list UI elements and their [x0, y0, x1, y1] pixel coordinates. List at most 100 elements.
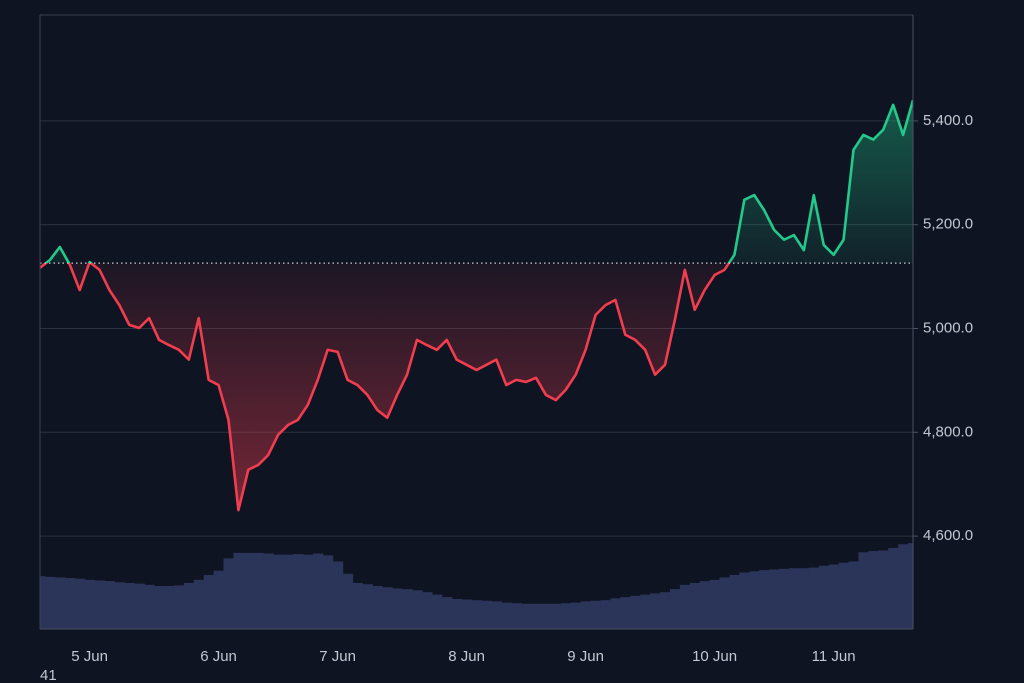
- volume-bar: [124, 582, 135, 629]
- volume-bar: [729, 574, 740, 629]
- volume-bar: [481, 600, 492, 629]
- volume-bar: [818, 565, 830, 629]
- volume-bar: [173, 585, 185, 629]
- volume-bar: [154, 586, 165, 629]
- volume-bar: [402, 589, 413, 629]
- x-tick-label: 9 Jun: [567, 648, 604, 665]
- volume-bar: [441, 597, 453, 629]
- y-tick-label: 5,400.0: [923, 112, 973, 129]
- volume-bar: [382, 587, 393, 629]
- volume-bar: [114, 582, 125, 629]
- volume-bar: [164, 586, 175, 629]
- volume-bar: [421, 592, 433, 629]
- volume-bar: [769, 569, 780, 629]
- volume-bar: [580, 601, 592, 629]
- volume-bar: [94, 580, 106, 629]
- volume-bar: [640, 594, 651, 629]
- x-tick-label: 11 Jun: [812, 648, 856, 665]
- volume-bar: [431, 594, 443, 629]
- baseline-area: [40, 100, 913, 511]
- y-tick-label: 4,600.0: [923, 527, 973, 544]
- volume-bar: [590, 600, 602, 629]
- volume-bar: [550, 603, 562, 629]
- volume-bar: [54, 577, 66, 629]
- y-tick-label: 4,800.0: [923, 423, 973, 440]
- volume-bar: [471, 600, 483, 629]
- volume-bar: [362, 584, 373, 629]
- volume-bar: [183, 582, 195, 629]
- volume-bar: [501, 602, 512, 629]
- volume-bar: [540, 603, 552, 629]
- volume-bar: [273, 554, 284, 629]
- volume-bar: [74, 578, 86, 629]
- volume-bar: [64, 578, 76, 629]
- y-tick-label: 5,000.0: [923, 319, 973, 336]
- volume-bar: [709, 579, 721, 629]
- volume-bar: [134, 583, 145, 629]
- volume-bar: [898, 544, 909, 629]
- volume-bar: [739, 572, 750, 629]
- volume-bar: [511, 603, 522, 629]
- volume-bar: [40, 576, 46, 629]
- volume-bar: [868, 551, 879, 629]
- volume-bar: [759, 570, 770, 629]
- volume-bar: [679, 584, 691, 629]
- volume-bar: [858, 552, 869, 629]
- volume-bar: [342, 573, 354, 629]
- volume-bar: [560, 603, 572, 629]
- volume-bar: [283, 554, 294, 629]
- x-tick-label: 6 Jun: [200, 648, 237, 665]
- volume-bar: [570, 602, 582, 629]
- volume-bar: [223, 558, 235, 629]
- volume-bar: [630, 595, 641, 629]
- volume-bar: [253, 552, 264, 629]
- x-tick-label: 5 Jun: [71, 648, 108, 665]
- volume-bar: [193, 579, 205, 629]
- volume-bar: [798, 568, 810, 629]
- volume-bar: [292, 554, 304, 629]
- volume-bar: [491, 601, 502, 629]
- volume-bar: [233, 552, 244, 629]
- x-tick-label: 7 Jun: [319, 648, 356, 665]
- volume-bar: [312, 553, 324, 629]
- volume-bar: [660, 592, 671, 629]
- volume-bar: [848, 561, 860, 629]
- x-tick-label: 8 Jun: [448, 648, 485, 665]
- volume-bar: [878, 550, 889, 629]
- volume-bar: [521, 603, 532, 629]
- volume-bar: [352, 582, 364, 629]
- y-tick-label: 5,200.0: [923, 216, 973, 233]
- volume-bar: [412, 590, 423, 629]
- volume-bar: [669, 589, 681, 629]
- volume-bar: [213, 570, 225, 629]
- volume-pane: [40, 543, 913, 629]
- volume-bar: [779, 568, 790, 629]
- volume-bar: [44, 576, 56, 629]
- volume-bar: [788, 568, 800, 629]
- volume-bar: [749, 571, 760, 629]
- volume-bar: [203, 574, 215, 629]
- price-pane: [40, 99, 913, 512]
- volume-bar: [689, 582, 701, 629]
- volume-bar: [84, 579, 96, 629]
- x-tick-label: 10 Jun: [692, 648, 737, 665]
- volume-bar: [302, 554, 314, 629]
- volume-bar: [531, 603, 542, 629]
- volume-bar: [699, 581, 711, 629]
- volume-bar: [828, 564, 840, 629]
- volume-bar: [263, 553, 274, 629]
- price-line: [40, 99, 913, 512]
- volume-bar: [908, 543, 913, 629]
- volume-bar: [600, 600, 612, 629]
- volume-bar: [243, 552, 254, 629]
- volume-bar: [144, 584, 155, 629]
- volume-bar: [104, 581, 116, 629]
- volume-bar: [650, 593, 661, 629]
- volume-bar: [451, 598, 463, 629]
- volume-bar: [620, 597, 631, 629]
- volume-bar: [808, 567, 820, 629]
- volume-bar: [888, 547, 899, 629]
- volume-bar: [461, 599, 473, 629]
